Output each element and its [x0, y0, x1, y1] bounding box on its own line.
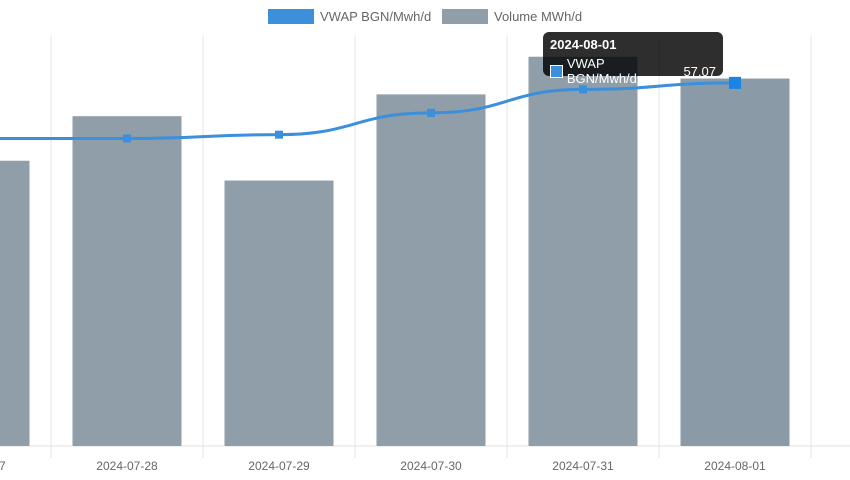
legend-swatch-vwap [268, 8, 314, 24]
x-tick-label: 2024-08-01 [704, 459, 766, 473]
volume-bar[interactable] [72, 116, 182, 447]
volume-bars [0, 56, 790, 447]
vwap-line-path [0, 81, 736, 140]
x-axis-tick-labels: 2024-07-27 2024-07-28 2024-07-29 2024-07-30… [0, 459, 766, 473]
legend: VWAP BGN/Mwh/d Volume MWh/d [0, 6, 850, 26]
vwap-point[interactable] [579, 85, 587, 94]
volume-bar[interactable] [528, 56, 638, 446]
vwap-line [0, 76, 741, 143]
x-tick-label: 2024-07-29 [248, 459, 310, 473]
volume-bar[interactable] [0, 160, 30, 446]
legend-label-vwap: VWAP BGN/Mwh/d [320, 8, 432, 24]
legend-label-volume: Volume MWh/d [494, 8, 583, 24]
volume-bar[interactable] [680, 78, 790, 447]
tooltip: 2024-08-01 VWAP BGN/Mwh/d 57.07 [543, 32, 723, 86]
vwap-point[interactable] [729, 76, 741, 89]
vwap-point[interactable] [427, 108, 435, 117]
volume-bar[interactable] [376, 94, 486, 446]
legend-item-vwap[interactable]: VWAP BGN/Mwh/d [268, 6, 431, 26]
tooltip-label: VWAP BGN/Mwh/d [567, 56, 684, 86]
x-tick-label: 2024-07-30 [400, 459, 462, 473]
legend-item-volume[interactable]: Volume MWh/d [442, 6, 582, 26]
volume-bar[interactable] [224, 180, 334, 447]
tooltip-swatch [550, 64, 563, 78]
tooltip-title: 2024-08-01 [550, 37, 617, 52]
tooltip-value: 57.07 [683, 63, 716, 79]
vwap-point[interactable] [275, 130, 283, 139]
legend-swatch-volume [442, 8, 488, 24]
x-tick-label: 2024-07-28 [96, 459, 158, 473]
vwap-point[interactable] [123, 134, 131, 143]
x-tick-label: 2024-07-27 [0, 459, 6, 473]
tooltip-row: VWAP BGN/Mwh/d 57.07 [550, 56, 716, 86]
x-tick-label: 2024-07-31 [552, 459, 614, 473]
